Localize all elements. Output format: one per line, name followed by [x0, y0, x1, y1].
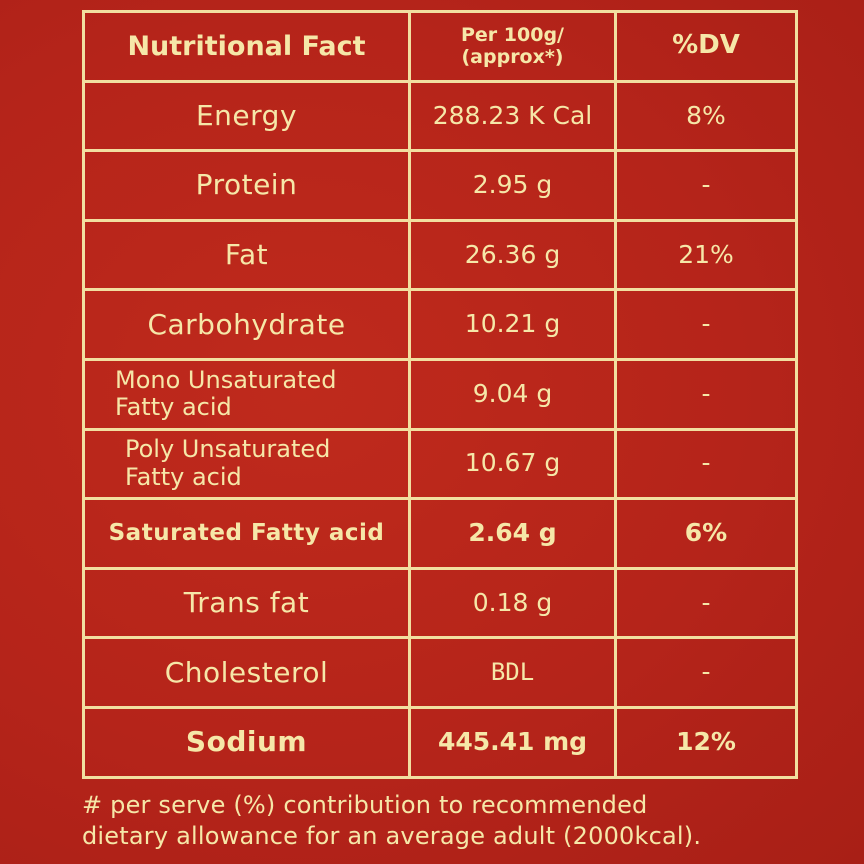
- nutrient-dv: 8%: [614, 79, 798, 153]
- nutrient-dv: -: [614, 427, 798, 501]
- nutrient-value: 26.36 g: [408, 218, 617, 292]
- nutrient-value: 2.64 g: [408, 497, 617, 570]
- table-header-row: Nutritional Fact Per 100g/ (approx*) %DV: [82, 10, 798, 83]
- nutrient-label-line1: Mono Unsaturated: [115, 365, 337, 394]
- header-per-100g-line2: (approx*): [461, 46, 564, 69]
- nutrient-value: 10.21 g: [408, 288, 617, 361]
- nutrient-label: Fat: [82, 218, 411, 292]
- nutrient-label: Carbohydrate: [82, 288, 411, 361]
- nutrient-label: Sodium: [82, 705, 411, 779]
- footnote-line2: dietary allowance for an average adult (…: [82, 822, 702, 850]
- header-nutrient: Nutritional Fact: [82, 10, 411, 83]
- nutrient-dv: -: [614, 288, 798, 361]
- table-row: Cholesterol BDL -: [82, 636, 798, 709]
- table-row: Mono Unsaturated Fatty acid 9.04 g -: [82, 357, 798, 431]
- nutrient-value: 2.95 g: [408, 149, 617, 222]
- nutrient-value: 10.67 g: [408, 427, 617, 501]
- nutrient-dv: -: [614, 357, 798, 431]
- table-row: Poly Unsaturated Fatty acid 10.67 g -: [82, 427, 798, 501]
- nutrient-label-line1: Poly Unsaturated: [125, 435, 331, 464]
- nutrient-value: BDL: [408, 636, 617, 709]
- nutrient-dv: 6%: [614, 497, 798, 570]
- nutrient-value: 9.04 g: [408, 357, 617, 431]
- nutrient-label: Protein: [82, 149, 411, 222]
- nutrient-dv: 12%: [614, 705, 798, 779]
- nutrient-label: Poly Unsaturated Fatty acid: [82, 427, 411, 501]
- footnote-line1: # per serve (%) contribution to recommen…: [82, 791, 648, 819]
- table-row: Protein 2.95 g -: [82, 149, 798, 222]
- nutrient-value: 288.23 K Cal: [408, 79, 617, 153]
- nutrient-label: Cholesterol: [82, 636, 411, 709]
- table-row: Trans fat 0.18 g -: [82, 566, 798, 640]
- nutrient-dv: -: [614, 566, 798, 640]
- nutrient-dv: -: [614, 636, 798, 709]
- nutrient-label: Saturated Fatty acid: [82, 497, 411, 570]
- header-per-100g: Per 100g/ (approx*): [408, 10, 617, 83]
- nutrient-value: 0.18 g: [408, 566, 617, 640]
- nutrient-label: Energy: [82, 79, 411, 153]
- nutrient-dv: -: [614, 149, 798, 222]
- nutrient-label-line2: Fatty acid: [125, 462, 242, 491]
- table-row: Energy 288.23 K Cal 8%: [82, 79, 798, 153]
- nutrition-table: Nutritional Fact Per 100g/ (approx*) %DV…: [82, 10, 798, 779]
- header-dv: %DV: [614, 10, 798, 83]
- nutrient-dv: 21%: [614, 218, 798, 292]
- table-row: Saturated Fatty acid 2.64 g 6%: [82, 497, 798, 570]
- table-row: Sodium 445.41 mg 12%: [82, 705, 798, 779]
- nutrient-label-line2: Fatty acid: [115, 393, 232, 422]
- header-per-100g-line1: Per 100g/: [461, 23, 564, 46]
- table-row: Carbohydrate 10.21 g -: [82, 288, 798, 361]
- nutrient-value: 445.41 mg: [408, 705, 617, 779]
- nutrient-label: Mono Unsaturated Fatty acid: [82, 357, 411, 431]
- nutrient-label: Trans fat: [82, 566, 411, 640]
- footnote: # per serve (%) contribution to recommen…: [82, 790, 842, 852]
- table-row: Fat 26.36 g 21%: [82, 218, 798, 292]
